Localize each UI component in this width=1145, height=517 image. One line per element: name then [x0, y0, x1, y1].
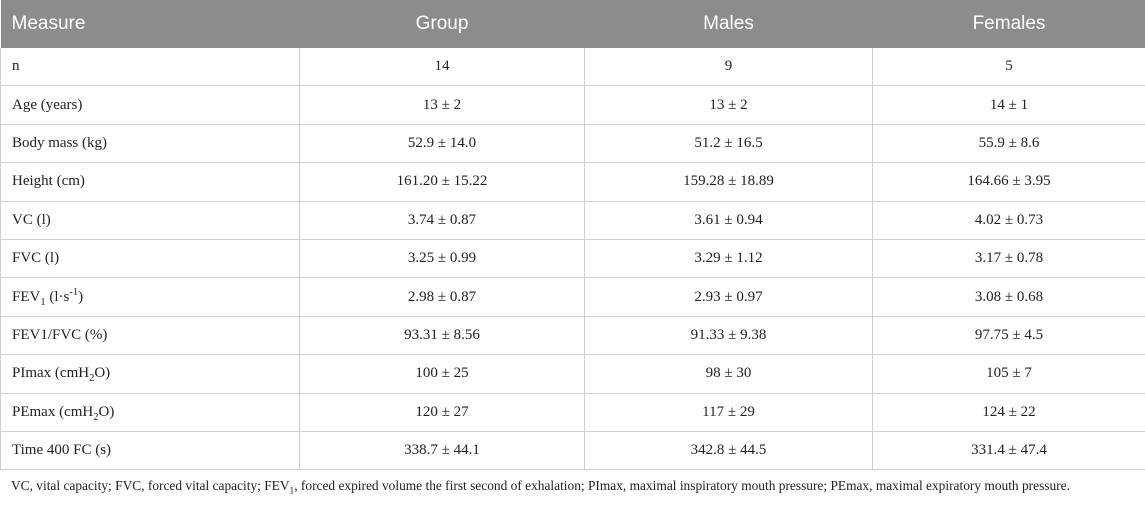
- cell-males: 98 ± 30: [584, 354, 873, 394]
- measure-text: ·: [58, 288, 64, 305]
- measure-text: PImax (cmH: [12, 365, 90, 382]
- header-group: Group: [299, 0, 585, 48]
- measure-text: (l: [45, 288, 59, 305]
- cell-females: 55.9 ± 8.6: [872, 124, 1145, 164]
- cell-males: 159.28 ± 18.89: [584, 162, 873, 202]
- row-measure: VC (l): [0, 201, 300, 240]
- subscript-text: 2: [89, 373, 95, 385]
- table-row: Time 400 FC (s) 338.7 ± 44.1 342.8 ± 44.…: [0, 431, 1145, 471]
- cell-males: 13 ± 2: [584, 85, 873, 125]
- table-row: PEmax (cmH2O) 120 ± 27 117 ± 29 124 ± 22: [0, 393, 1145, 432]
- table-row: PImax (cmH2O) 100 ± 25 98 ± 30 105 ± 7: [0, 354, 1145, 394]
- cell-females: 105 ± 7: [872, 354, 1145, 394]
- cell-females: 3.08 ± 0.68: [872, 277, 1145, 317]
- cell-females: 4.02 ± 0.73: [872, 201, 1145, 240]
- footnote-text: VC, vital capacity; FVC, forced vital ca…: [11, 478, 290, 493]
- measure-text: ): [78, 288, 84, 305]
- cell-group: 93.31 ± 8.56: [299, 316, 585, 356]
- cell-males: 3.61 ± 0.94: [584, 201, 873, 240]
- cell-males: 91.33 ± 9.38: [584, 316, 873, 356]
- table-row: n 14 9 5: [0, 48, 1145, 87]
- footnote-subscript: 1: [289, 486, 295, 497]
- table-header-row: Measure Group Males Females: [0, 0, 1145, 48]
- subscript-text: 1: [40, 296, 46, 308]
- table-footnote: VC, vital capacity; FVC, forced vital ca…: [11, 476, 1136, 497]
- table-row: Body mass (kg) 52.9 ± 14.0 51.2 ± 16.5 5…: [0, 124, 1145, 164]
- cell-males: 117 ± 29: [584, 393, 873, 432]
- measure-text: O): [98, 403, 115, 420]
- cell-males: 3.29 ± 1.12: [584, 239, 873, 279]
- table-row: Height (cm) 161.20 ± 15.22 159.28 ± 18.8…: [0, 162, 1145, 202]
- row-measure: PEmax (cmH2O): [0, 393, 300, 432]
- cell-females: 3.17 ± 0.78: [872, 239, 1145, 279]
- row-measure: FEV1/FVC (%): [0, 316, 300, 356]
- row-measure: Age (years): [0, 85, 300, 125]
- cell-group: 52.9 ± 14.0: [299, 124, 585, 164]
- footnote-text: , forced expired volume the first second…: [294, 478, 1070, 493]
- table-row: FEV1 (l·s-1) 2.98 ± 0.87 2.93 ± 0.97 3.0…: [0, 277, 1145, 317]
- cell-males: 2.93 ± 0.97: [584, 277, 873, 317]
- row-measure: PImax (cmH2O): [0, 354, 300, 394]
- cell-group: 338.7 ± 44.1: [299, 431, 585, 471]
- cell-group: 3.25 ± 0.99: [299, 239, 585, 279]
- cell-males: 51.2 ± 16.5: [584, 124, 873, 164]
- measure-text: PEmax (cmH: [12, 403, 94, 420]
- cell-group: 120 ± 27: [299, 393, 585, 432]
- header-males: Males: [584, 0, 873, 48]
- cell-females: 331.4 ± 47.4: [872, 431, 1145, 471]
- row-measure: n: [0, 48, 300, 87]
- measure-text: s: [63, 288, 70, 305]
- row-measure: Time 400 FC (s): [0, 431, 300, 471]
- cell-females: 5: [872, 48, 1145, 87]
- cell-females: 97.75 ± 4.5: [872, 316, 1145, 356]
- cell-females: 14 ± 1: [872, 85, 1145, 125]
- cell-group: 14: [299, 48, 585, 87]
- header-females: Females: [872, 0, 1145, 48]
- measures-table: Measure Group Males Females n 14 9 5 Age…: [0, 0, 1145, 471]
- cell-group: 100 ± 25: [299, 354, 585, 394]
- cell-males: 342.8 ± 44.5: [584, 431, 873, 471]
- table-row: VC (l) 3.74 ± 0.87 3.61 ± 0.94 4.02 ± 0.…: [0, 201, 1145, 240]
- row-measure: Height (cm): [0, 162, 300, 202]
- cell-group: 3.74 ± 0.87: [299, 201, 585, 240]
- cell-females: 164.66 ± 3.95: [872, 162, 1145, 202]
- subscript-text: 2: [93, 411, 99, 423]
- table-row: FVC (l) 3.25 ± 0.99 3.29 ± 1.12 3.17 ± 0…: [0, 239, 1145, 279]
- cell-group: 2.98 ± 0.87: [299, 277, 585, 317]
- table-row: FEV1/FVC (%) 93.31 ± 8.56 91.33 ± 9.38 9…: [0, 316, 1145, 356]
- row-measure: Body mass (kg): [0, 124, 300, 164]
- cell-females: 124 ± 22: [872, 393, 1145, 432]
- row-measure: FEV1 (l·s-1): [0, 277, 300, 317]
- row-measure: FVC (l): [0, 239, 300, 279]
- header-measure: Measure: [0, 0, 300, 48]
- cell-group: 13 ± 2: [299, 85, 585, 125]
- measure-text: O): [94, 365, 111, 382]
- cell-males: 9: [584, 48, 873, 87]
- measure-text: FEV: [12, 288, 41, 305]
- superscript-text: -1: [69, 286, 79, 298]
- data-table-container: Measure Group Males Females n 14 9 5 Age…: [0, 0, 1145, 471]
- table-row: Age (years) 13 ± 2 13 ± 2 14 ± 1: [0, 85, 1145, 125]
- cell-group: 161.20 ± 15.22: [299, 162, 585, 202]
